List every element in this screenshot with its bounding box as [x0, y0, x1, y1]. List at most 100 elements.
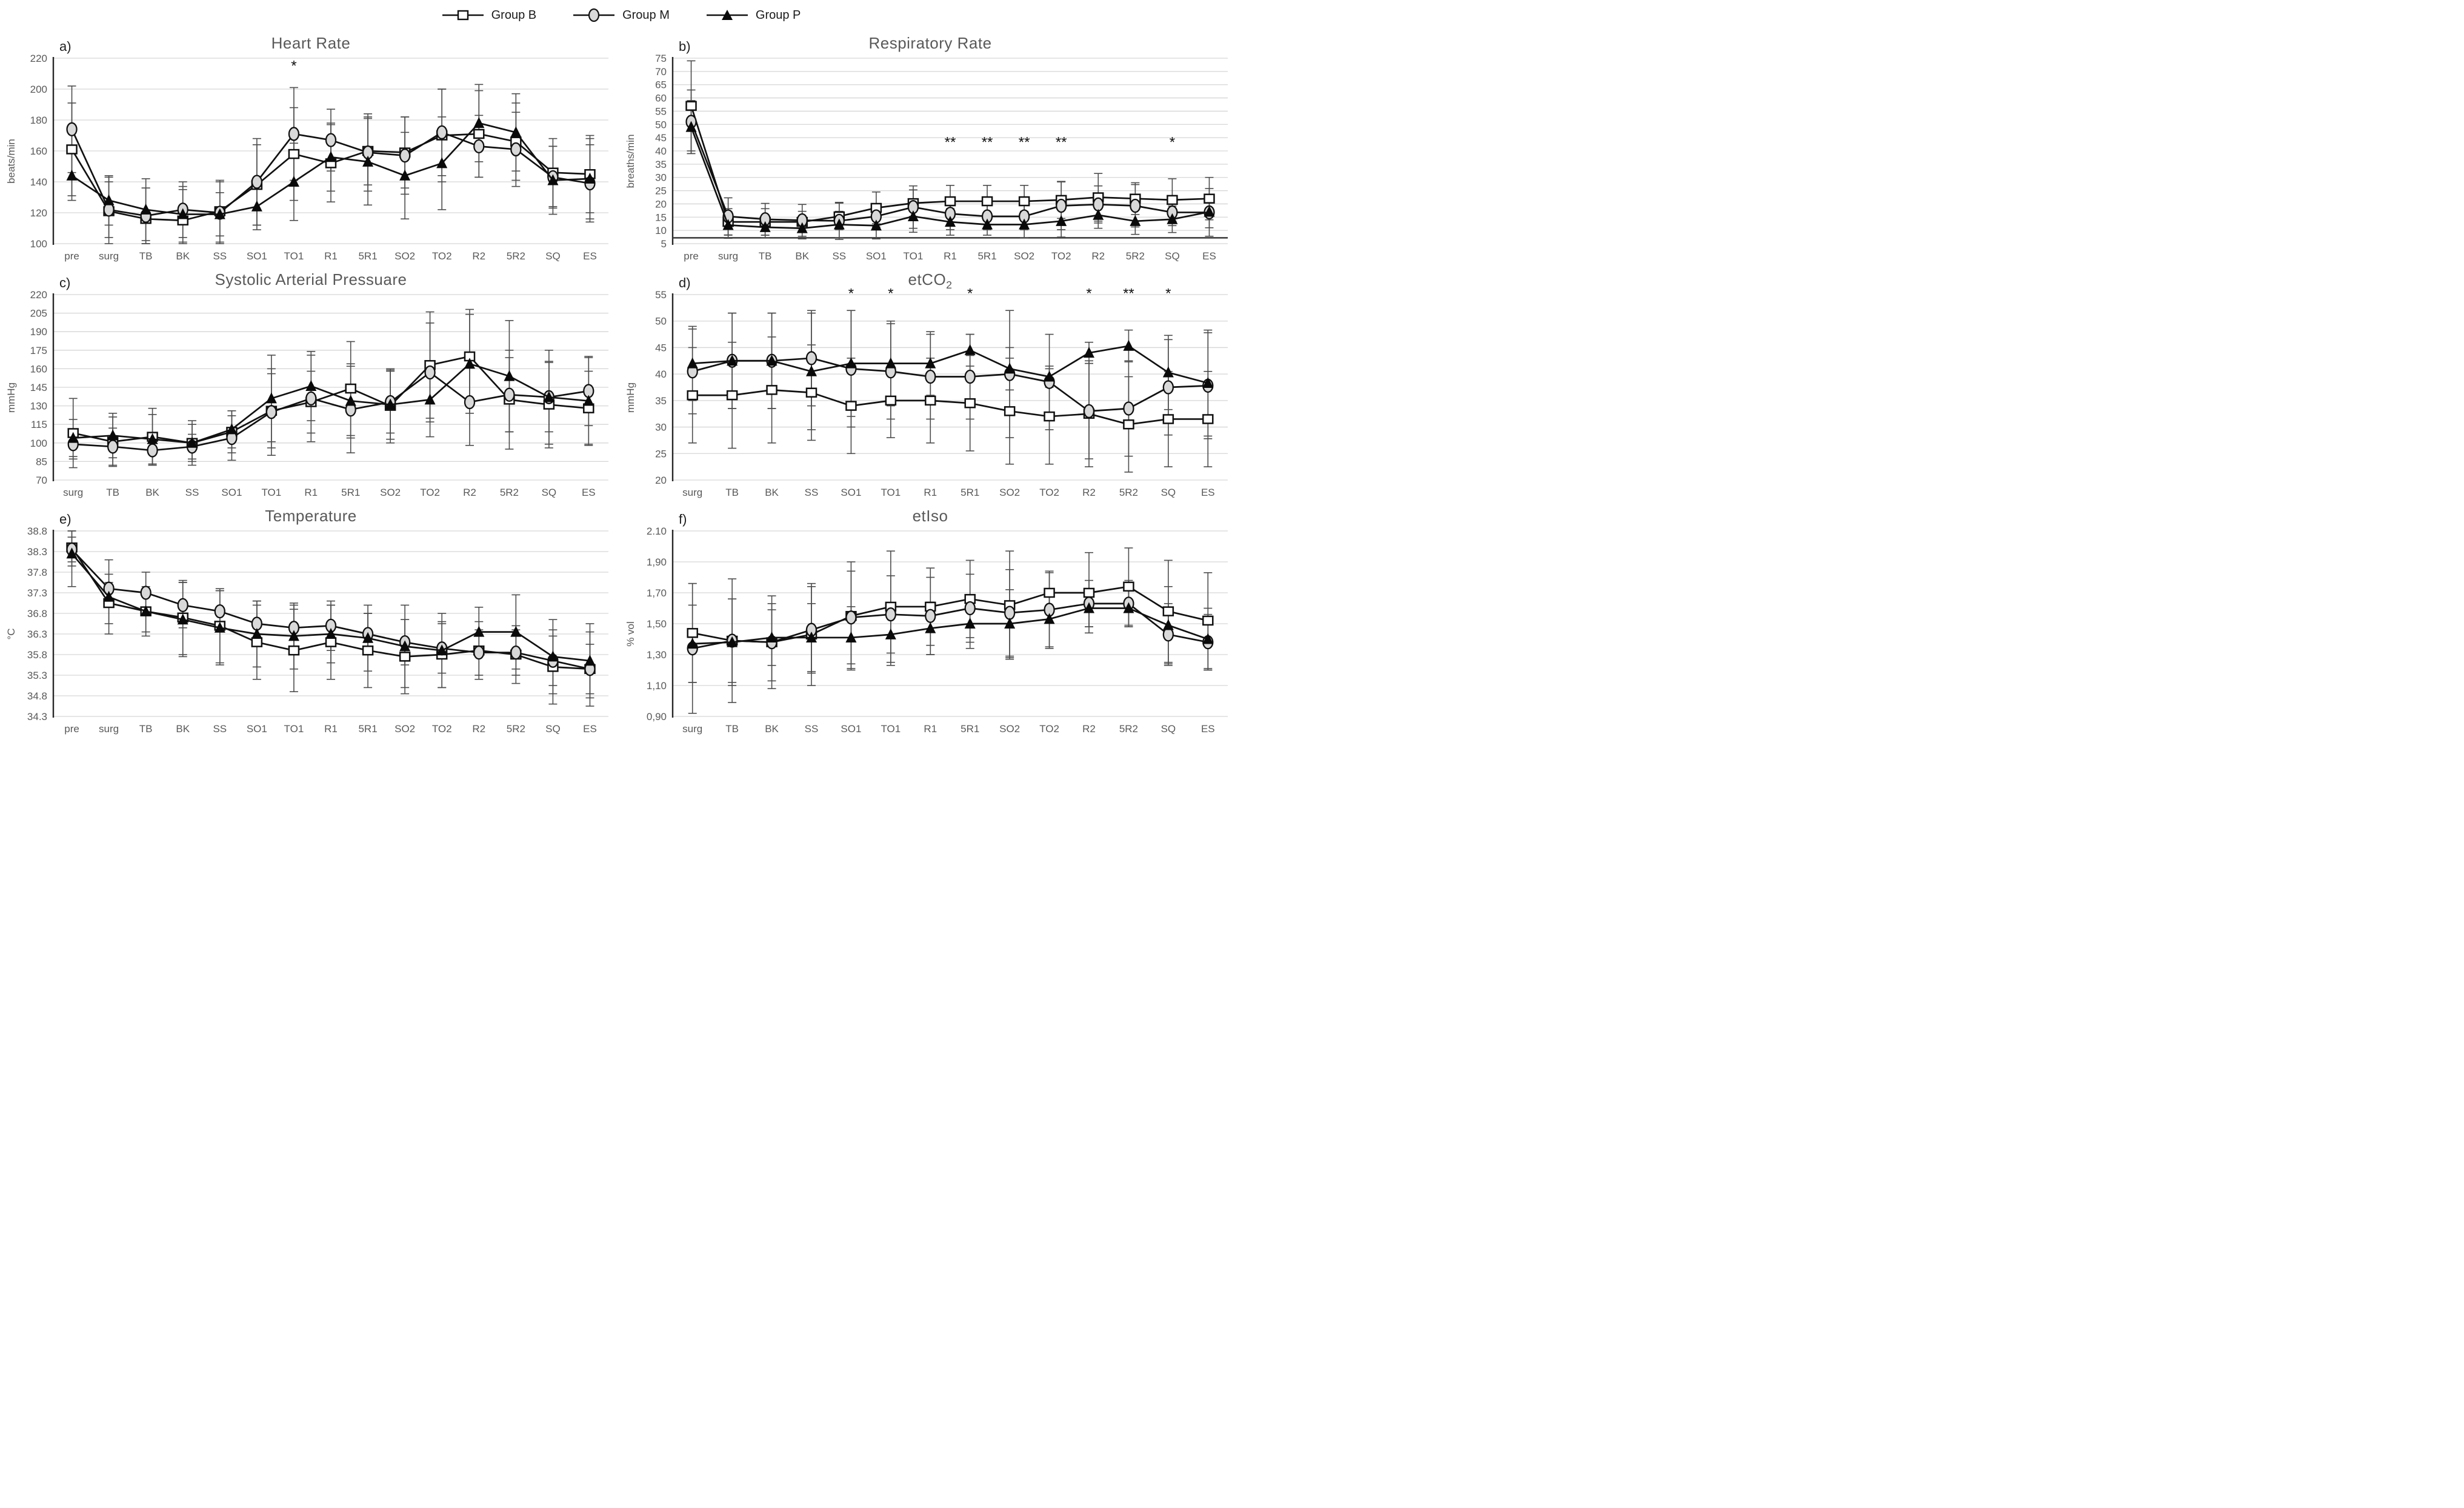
x-tick-label: BK [176, 723, 190, 735]
circle-data-point [473, 645, 485, 660]
x-tick-label: R1 [924, 487, 937, 498]
x-tick-label: SO2 [395, 250, 415, 262]
y-tick-label: 34.8 [27, 690, 47, 702]
triangle-data-point [140, 605, 152, 616]
series-line [692, 586, 1208, 643]
gridlines: 220 200 180 160 140 120 100 [30, 53, 608, 250]
y-tick-label: 25 [655, 448, 667, 459]
square-data-point [1204, 193, 1215, 204]
gridlines: 2.10 1,90 1,70 1,50 1,30 1,10 0,90 [647, 525, 1228, 722]
error-bars [688, 547, 1213, 714]
square-data-point [399, 652, 411, 662]
triangle-data-point [510, 126, 522, 138]
x-tick-label: 5R2 [507, 723, 525, 735]
x-tick-label: pre [64, 723, 79, 735]
y-axis-label: mmHg [5, 382, 17, 413]
square-data-point [362, 645, 374, 656]
triangle-data-point [1093, 209, 1104, 220]
gridlines: 38.8 38.3 37.8 37.3 36.8 36.3 35.8 35.3 34.8 34.3 [27, 525, 608, 722]
x-tick-label: TO2 [1051, 250, 1071, 262]
x-tick-label: TO1 [881, 723, 901, 735]
legend-label-group-m: Group M [622, 8, 670, 22]
y-tick-label: 35 [655, 159, 667, 170]
circle-data-point [265, 405, 278, 419]
legend: Group B Group M Group P [4, 1, 1237, 29]
x-tick-label: ES [1201, 723, 1215, 735]
triangle-data-point [982, 218, 993, 230]
x-tick-label: surg [682, 723, 702, 735]
series-line [692, 602, 1208, 650]
legend-item-group-m: Group M [571, 8, 670, 22]
circle-data-point [214, 604, 225, 619]
x-tick-label: TO2 [1039, 487, 1059, 498]
triangle-data-point [1123, 339, 1134, 351]
circle-data-point [510, 645, 522, 660]
triangle-data-point [845, 357, 857, 369]
x-tick-label: R1 [924, 723, 937, 735]
triangle-data-point [1084, 602, 1094, 613]
significance-asterisk: ** [1123, 289, 1134, 302]
square-data-point [981, 196, 993, 207]
x-tick-label: ES [583, 723, 597, 735]
x-tick-label: SO1 [841, 487, 861, 498]
y-tick-label: 35.8 [27, 649, 47, 661]
x-tick-label: SO1 [247, 250, 267, 262]
x-tick-label: SO2 [395, 723, 415, 735]
triangle-data-point [147, 433, 158, 444]
triangle-data-point [727, 636, 738, 647]
panel-label: e) [59, 512, 72, 527]
triangle-data-point [325, 151, 336, 162]
significance-asterisk: * [1165, 289, 1171, 302]
x-tick-label: 5R2 [500, 487, 519, 498]
square-data-point [687, 628, 698, 638]
square-data-point [964, 398, 976, 409]
triangle-data-point [727, 355, 738, 366]
triangle-data-point [766, 631, 777, 642]
circle-data-point [845, 610, 857, 625]
y-tick-label: 34.3 [27, 711, 47, 722]
x-tick-label: SS [832, 250, 846, 262]
x-tick-label: ES [582, 487, 596, 498]
triangle-data-point [510, 626, 522, 637]
y-tick-label: 1,70 [647, 587, 667, 599]
triangle-data-point [177, 613, 188, 625]
circle-data-point [177, 598, 188, 613]
x-tick-label: 5R2 [1126, 250, 1145, 262]
y-tick-label: 60 [655, 93, 667, 104]
triangle-data-point [399, 640, 411, 652]
square-data-point [885, 395, 897, 406]
y-tick-label: 20 [655, 198, 667, 210]
plot-area: 220 200 180 160 140 120 100 pre surg TB BK SS SO1 TO1… [30, 53, 608, 262]
triangle-data-point [473, 626, 485, 637]
x-tick-label: ES [583, 250, 597, 262]
triangle-data-point [140, 203, 152, 215]
significance-asterisk: ** [1019, 134, 1030, 150]
square-data-point [766, 385, 777, 395]
x-tick-label: 5R1 [358, 250, 377, 262]
circle-data-point [424, 365, 436, 380]
systolic-arterial-pressure-chart: mmHg 220 205 190 175 160 145 130 115 100 85 70 surg… [5, 289, 608, 498]
y-tick-label: 30 [655, 422, 667, 433]
triangle-data-point [251, 200, 262, 212]
circle-data-point [510, 142, 522, 157]
triangle-data-point [345, 395, 356, 406]
heart-rate-chart: beats/min 220 200 180 160 140 120 100 pre surg TB… [5, 53, 608, 262]
triangle-data-point [1004, 362, 1016, 374]
y-tick-label: 1,10 [647, 680, 667, 692]
triangle-data-point [107, 429, 119, 441]
significance-asterisk: ** [1056, 134, 1067, 150]
chart-title: Systolic Arterial Pressuare [215, 270, 407, 289]
square-data-point [944, 196, 956, 207]
y-tick-label: 55 [655, 105, 667, 117]
x-tick-label: SO1 [841, 723, 861, 735]
x-tick-label: 5R1 [961, 487, 979, 498]
y-tick-label: 10 [655, 225, 667, 236]
series-line [692, 357, 1208, 412]
x-tick-label: BK [145, 487, 159, 498]
triangle-data-point [424, 393, 436, 405]
panel-label: f) [679, 512, 687, 527]
triangle-data-point [583, 395, 594, 406]
series-group-p [67, 358, 594, 448]
x-tick-label: TO1 [904, 250, 924, 262]
triangle-data-point [1162, 366, 1174, 378]
